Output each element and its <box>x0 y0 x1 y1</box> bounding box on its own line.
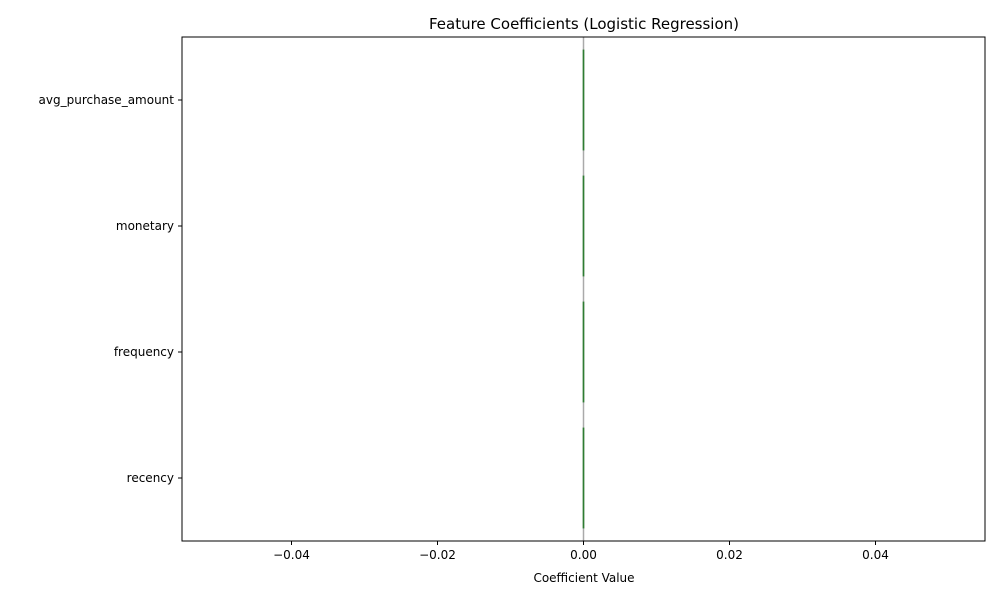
y-tick-label: avg_purchase_amount <box>39 93 175 107</box>
x-tick-label: 0.00 <box>570 548 597 562</box>
x-tick-label: −0.04 <box>273 548 310 562</box>
x-axis-label: Coefficient Value <box>533 571 634 585</box>
x-tick-label: 0.04 <box>862 548 889 562</box>
x-tick-label: 0.02 <box>716 548 743 562</box>
chart-title: Feature Coefficients (Logistic Regressio… <box>429 15 739 33</box>
plot-area: −0.04 −0.02 0.00 0.02 0.04 avg_purchase_amoun… <box>39 36 986 562</box>
x-tick-label: −0.02 <box>419 548 456 562</box>
y-tick-label: recency <box>127 471 174 485</box>
y-tick-label: frequency <box>114 345 174 359</box>
y-tick-label: monetary <box>116 219 174 233</box>
